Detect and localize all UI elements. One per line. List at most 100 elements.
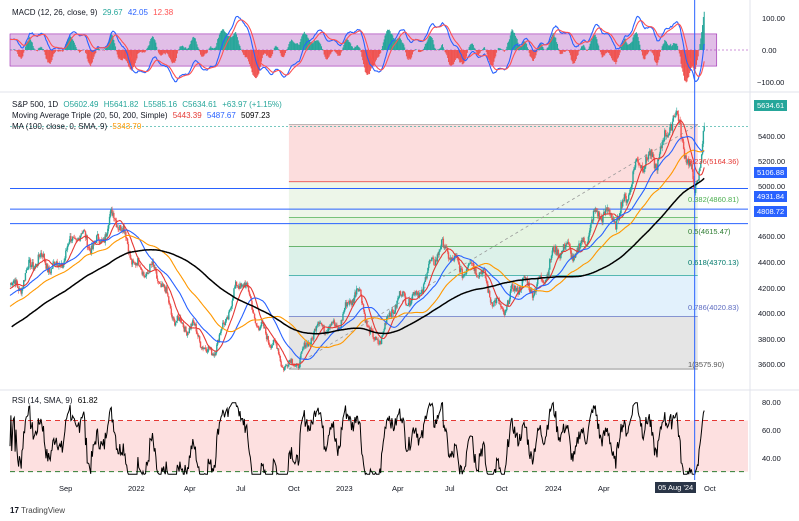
candle-body — [317, 322, 319, 325]
candle-body — [631, 183, 633, 187]
candle-body — [649, 150, 651, 156]
price-tick-5000: 5000.00 — [758, 182, 786, 191]
candle-body — [23, 280, 25, 288]
candle-body — [380, 340, 382, 344]
macd-legend-title: MACD (12, 26, close, 9) — [12, 8, 98, 17]
candle-body — [477, 276, 480, 278]
candle-body — [416, 292, 419, 295]
candle-body — [578, 243, 580, 252]
candle-body — [519, 286, 522, 291]
candle-body — [240, 283, 242, 287]
candle-body — [644, 166, 646, 169]
candle-body — [152, 261, 155, 265]
candle-body — [89, 250, 92, 255]
candle-body — [131, 258, 133, 265]
price-tick-3800: 3800.00 — [758, 335, 786, 344]
candle-body — [185, 326, 187, 332]
candle-body — [625, 196, 627, 203]
ma-50-line — [9, 135, 705, 360]
candle-body — [360, 289, 362, 297]
candle-body — [179, 317, 181, 321]
candle-body — [164, 288, 167, 293]
candle-body — [93, 243, 95, 244]
candle-body — [222, 322, 225, 324]
price-tag-last: 5634.61 — [754, 100, 788, 111]
candle-body — [646, 156, 648, 160]
candle-body — [118, 229, 120, 231]
candle-body — [433, 259, 435, 265]
candle-body — [612, 218, 614, 221]
candle-body — [32, 262, 34, 270]
candle-body — [270, 346, 272, 348]
candle-body — [392, 309, 394, 312]
candle-body — [91, 245, 94, 249]
macd-tick-0: 0.00 — [762, 46, 777, 55]
candle-body — [525, 278, 527, 279]
candle-body — [506, 306, 508, 310]
candle-body — [25, 269, 28, 274]
candle-body — [494, 300, 496, 302]
candle-body — [148, 272, 150, 274]
candle-body — [700, 162, 702, 168]
candle-body — [342, 313, 344, 321]
candle-body — [470, 262, 473, 264]
candle-body — [253, 313, 256, 319]
candle-body — [440, 239, 443, 247]
candle-body — [522, 278, 524, 280]
candle-body — [572, 255, 574, 262]
candle-body — [208, 346, 210, 349]
candle-body — [464, 273, 467, 275]
candle-body — [239, 283, 241, 289]
candle-body — [670, 124, 672, 128]
candle-body — [188, 327, 191, 333]
candle-body — [490, 302, 493, 303]
rsi-legend: RSI (14, SMA, 9) 61.82 — [12, 396, 101, 405]
candle-body — [596, 211, 598, 212]
candle-body — [126, 237, 128, 239]
candle-body — [472, 262, 475, 267]
candle-body — [66, 245, 69, 250]
candle-body — [501, 308, 504, 310]
candle-body — [89, 247, 91, 251]
candle-body — [388, 312, 390, 317]
candle-body — [591, 219, 593, 224]
candle-body — [452, 259, 455, 261]
candle-body — [552, 246, 554, 251]
x-tick-jul-23: Jul — [445, 484, 455, 493]
candle-body — [144, 275, 146, 278]
candle-body — [581, 239, 584, 242]
candle-body — [495, 300, 497, 304]
candle-body — [696, 180, 699, 183]
candle-body — [421, 289, 423, 294]
price-legend-high: H5641.82 — [103, 100, 139, 109]
candle-body — [364, 313, 366, 323]
candle-body — [367, 326, 369, 327]
candle-body — [603, 211, 605, 216]
candle-body — [539, 275, 542, 278]
candle-body — [685, 155, 687, 163]
candle-body — [71, 237, 74, 241]
ma-20-line — [9, 119, 705, 366]
candle-body — [400, 294, 403, 296]
candle-body — [588, 232, 590, 237]
candle-body — [246, 282, 248, 284]
candle-body — [29, 259, 31, 261]
candle-body — [88, 247, 90, 248]
candle-body — [192, 320, 195, 323]
candle-body — [604, 208, 607, 215]
candle-body — [428, 260, 431, 264]
candle-body — [693, 179, 695, 189]
candle-body — [504, 311, 506, 316]
macd-tick-100: 100.00 — [762, 14, 785, 23]
price-legend-open: O5602.49 — [63, 100, 99, 109]
x-tick-apr-22: Apr — [184, 484, 196, 493]
candle-body — [326, 331, 329, 333]
candle-body — [70, 236, 72, 242]
candle-body — [121, 229, 124, 232]
candle-body — [282, 366, 284, 368]
rsi-legend-value: 61.82 — [77, 396, 98, 405]
candle-body — [682, 138, 684, 142]
candle-body — [478, 272, 481, 278]
candle-body — [669, 127, 671, 133]
